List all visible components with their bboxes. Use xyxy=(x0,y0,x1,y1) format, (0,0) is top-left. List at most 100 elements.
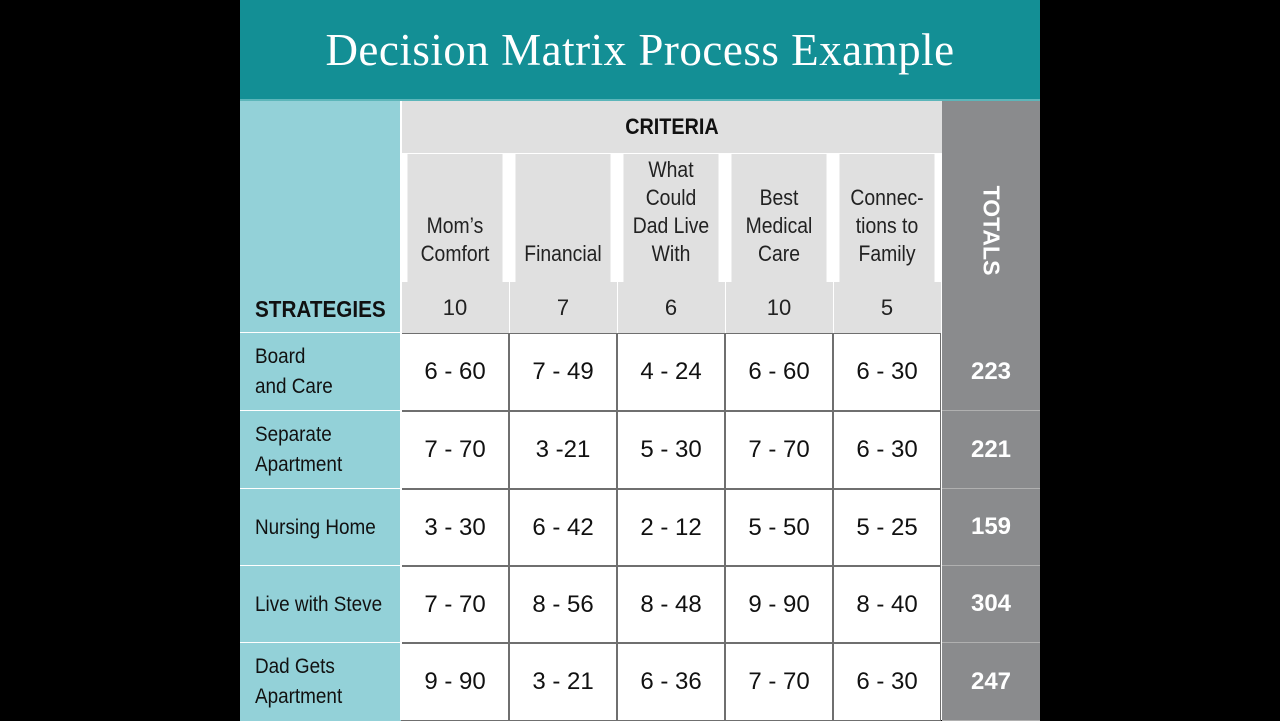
strategy-label-line: Separate xyxy=(255,423,332,446)
slide-title: Decision Matrix Process Example xyxy=(325,24,955,75)
criterion-weight-3: 6 xyxy=(617,282,725,333)
score-value: 7 - 70 xyxy=(424,590,486,618)
row-divider xyxy=(240,410,401,411)
criterion-weight: 5 xyxy=(880,294,894,320)
score-value: 6 - 30 xyxy=(856,436,918,463)
score-cell: 3 -21 xyxy=(509,411,617,489)
score-cell: 3 - 30 xyxy=(401,489,509,566)
score-value: 6 - 42 xyxy=(532,513,594,541)
strategy-label-line: Nursing Home xyxy=(255,515,376,539)
criterion-weight-4: 10 xyxy=(725,282,833,333)
score-value: 8 - 40 xyxy=(856,590,918,618)
criterion-weight: 10 xyxy=(442,294,468,320)
strategy-5: Dad Gets Apartment xyxy=(240,643,401,721)
criterion-name-line: tions to xyxy=(855,213,919,238)
score-value: 6 - 30 xyxy=(856,668,918,695)
score-value: 7 - 49 xyxy=(532,358,594,385)
score-cell: 7 - 70 xyxy=(401,411,509,489)
score-cell: 3 - 21 xyxy=(509,643,617,721)
score-cell: 8 - 56 xyxy=(509,566,617,643)
total-value: 159 xyxy=(970,513,1012,540)
strategy-1: Board and Care xyxy=(240,333,401,411)
strategy-label-line: Dad Gets xyxy=(255,655,335,678)
score-cell: 6 - 60 xyxy=(725,333,833,411)
criterion-name-line: Financial xyxy=(524,241,602,266)
score-value: 9 - 90 xyxy=(748,590,810,618)
criterion-name-line: Medical xyxy=(745,213,813,238)
criterion-name-3: What Could Dad Live With xyxy=(623,153,719,282)
score-value: 8 - 48 xyxy=(640,590,702,618)
score-cell: 9 - 90 xyxy=(401,643,509,721)
criterion-name-line: Family xyxy=(858,241,916,266)
total-value: 223 xyxy=(970,357,1012,385)
score-value: 3 - 21 xyxy=(532,668,594,695)
strategy-label-line: Live with Steve xyxy=(255,592,383,616)
criterion-name-line: Care xyxy=(758,241,800,266)
score-cell: 5 - 50 xyxy=(725,489,833,566)
criterion-weight: 7 xyxy=(556,294,570,320)
criterion-name-line: Could xyxy=(645,185,697,210)
score-value: 4 - 24 xyxy=(640,358,702,385)
strategy-4: Live with Steve xyxy=(240,566,401,643)
criterion-name-line: Best xyxy=(759,185,799,210)
strategy-2: Separate Apartment xyxy=(240,411,401,489)
total-value: 221 xyxy=(970,435,1012,463)
score-value: 9 - 90 xyxy=(424,668,486,695)
score-value: 8 - 56 xyxy=(532,590,594,618)
strategies-header-cell: STRATEGIES xyxy=(240,101,401,333)
total-cell: 304 xyxy=(942,566,1040,643)
criterion-name-1: Mom’s Comfort xyxy=(407,153,503,282)
score-value: 3 - 30 xyxy=(424,513,486,541)
score-value: 3 -21 xyxy=(535,436,591,463)
criterion-name-2: Financial xyxy=(515,153,611,282)
criterion-weight: 6 xyxy=(664,294,678,320)
strategy-label-line: and Care xyxy=(255,375,333,398)
decision-matrix-slide: Decision Matrix Process Example STRATEGI… xyxy=(240,0,1040,721)
row-divider xyxy=(240,565,401,566)
score-cell: 6 - 30 xyxy=(833,411,941,489)
criterion-name-5: Connec-tions to Family xyxy=(839,153,935,282)
score-cell: 7 - 70 xyxy=(725,643,833,721)
criteria-header-label: CRITERIA xyxy=(624,114,719,139)
score-value: 2 - 12 xyxy=(640,513,702,541)
strategy-label-line: Apartment xyxy=(255,685,343,708)
score-cell: 8 - 48 xyxy=(617,566,725,643)
criterion-name-line: Connec- xyxy=(850,185,924,210)
header-column-divider xyxy=(509,153,510,333)
criterion-name-4: Best Medical Care xyxy=(731,153,827,282)
criterion-weight-1: 10 xyxy=(401,282,509,333)
score-value: 5 - 25 xyxy=(856,513,918,541)
score-value: 6 - 60 xyxy=(424,358,486,385)
total-value: 304 xyxy=(970,590,1012,617)
header-column-divider xyxy=(833,153,834,333)
score-cell: 2 - 12 xyxy=(617,489,725,566)
score-value: 5 - 50 xyxy=(748,513,810,541)
totals-header-cell: TOTALS xyxy=(942,101,1040,333)
score-value: 6 - 30 xyxy=(856,358,918,385)
criterion-name-line: With xyxy=(651,241,691,266)
criterion-name-line: Dad Live xyxy=(632,213,710,238)
row-divider xyxy=(240,642,401,643)
score-value: 6 - 60 xyxy=(748,358,810,385)
score-value: 6 - 36 xyxy=(640,668,702,695)
row-divider xyxy=(240,332,401,333)
score-value: 5 - 30 xyxy=(640,436,702,463)
score-cell: 6 - 30 xyxy=(833,333,941,411)
criterion-weight: 10 xyxy=(766,294,792,320)
score-cell: 5 - 25 xyxy=(833,489,941,566)
strategy-3: Nursing Home xyxy=(240,489,401,566)
total-cell: 223 xyxy=(942,333,1040,411)
score-cell: 6 - 30 xyxy=(833,643,941,721)
total-cell: 247 xyxy=(942,643,1040,721)
score-cell: 7 - 70 xyxy=(725,411,833,489)
totals-header: TOTALS xyxy=(978,185,1005,276)
criterion-weight-2: 7 xyxy=(509,282,617,333)
score-cell: 7 - 70 xyxy=(401,566,509,643)
score-cell: 6 - 42 xyxy=(509,489,617,566)
score-value: 7 - 70 xyxy=(748,668,810,695)
score-cell: 5 - 30 xyxy=(617,411,725,489)
criterion-weight-5: 5 xyxy=(833,282,941,333)
strategies-header: STRATEGIES xyxy=(255,296,386,322)
total-cell: 159 xyxy=(942,489,1040,566)
header-column-divider xyxy=(617,153,618,333)
